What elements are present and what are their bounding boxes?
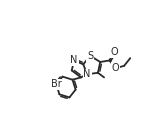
Text: Br: Br	[51, 79, 62, 89]
Text: S: S	[87, 51, 93, 61]
Text: N: N	[83, 69, 91, 79]
Text: O: O	[112, 63, 119, 73]
Text: N: N	[70, 55, 78, 65]
Text: O: O	[110, 47, 118, 57]
